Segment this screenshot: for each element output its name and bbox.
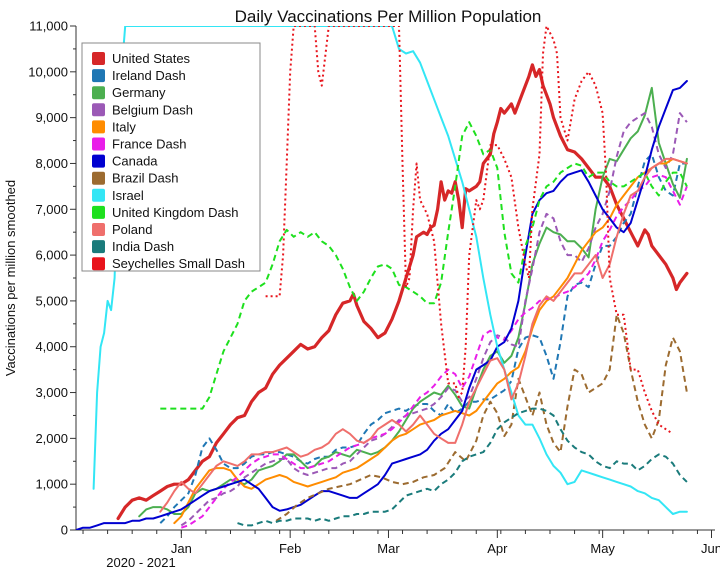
series-line — [180, 112, 688, 527]
legend-swatch — [92, 223, 105, 236]
x-tick-label: May — [590, 541, 615, 556]
y-tick-label: 2,000 — [35, 431, 68, 446]
legend-label: United Kingdom Dash — [112, 205, 238, 220]
series-line — [159, 153, 687, 524]
y-tick-label: 7,000 — [35, 202, 68, 217]
legend-swatch — [92, 257, 105, 271]
series-line — [237, 407, 688, 527]
legend-label: Israel — [112, 188, 144, 203]
legend-swatch — [92, 120, 105, 134]
series-line — [160, 121, 688, 410]
legend-swatch — [92, 171, 105, 185]
legend-swatch — [92, 86, 105, 100]
legend-swatch — [92, 240, 105, 254]
legend-label: United States — [112, 51, 191, 66]
series-line — [180, 173, 688, 529]
x-tick-label: Jan — [171, 541, 192, 556]
y-tick-label: 11,000 — [29, 19, 68, 34]
legend-label: France Dash — [112, 137, 186, 152]
y-tick-label: 5,000 — [35, 293, 68, 308]
y-tick-label: 3,000 — [35, 385, 68, 400]
series-line — [265, 26, 674, 435]
legend-swatch — [92, 188, 105, 202]
x-tick-label: Apr — [487, 541, 508, 556]
legend-label: Poland — [112, 222, 152, 237]
legend-label: Brazil Dash — [112, 171, 178, 186]
x-tick-label: Jun — [701, 541, 720, 556]
legend-box — [81, 42, 261, 272]
series-line — [159, 157, 688, 513]
legend-swatch — [92, 103, 105, 117]
legend-swatch — [92, 205, 105, 219]
x-axis-label: 2020 - 2021 — [106, 555, 175, 570]
y-tick-label: 9,000 — [35, 110, 68, 125]
legend-label: Germany — [112, 85, 166, 100]
legend-label: Italy — [112, 119, 136, 134]
y-tick-label: 8,000 — [35, 156, 68, 171]
series-line — [275, 313, 688, 522]
legend-swatch — [92, 69, 105, 83]
legend-swatch — [92, 154, 105, 168]
legend-label: India Dash — [112, 239, 174, 254]
series-line — [116, 63, 689, 521]
y-tick-label: 4,000 — [35, 339, 68, 354]
y-tick-label: 1,000 — [35, 477, 68, 492]
legend-label: Belgium Dash — [112, 102, 193, 117]
y-axis-label: Vaccinations per million smoothed — [3, 180, 18, 376]
legend: United States Ireland Dash Germany Belgium … — [81, 42, 261, 272]
series-line — [76, 80, 688, 530]
series-line — [138, 86, 688, 518]
series-line — [92, 26, 688, 515]
legend-label: Seychelles Small Dash — [112, 256, 245, 271]
x-axis-ticks: Jan Feb Mar Apr May Jun — [82, 530, 720, 556]
y-axis-ticks: 0 1,000 2,000 3,000 4,000 5,000 6,000 7,000 8,00… — [28, 19, 76, 538]
y-tick-label: 6,000 — [35, 248, 68, 263]
chart-title: Daily Vaccinations Per Million Populatio… — [235, 7, 542, 26]
legend-swatch — [92, 137, 105, 151]
legend-label: Ireland Dash — [112, 68, 186, 83]
x-tick-label: Mar — [377, 541, 400, 556]
legend-label: Canada — [112, 154, 158, 169]
legend-swatch — [92, 52, 105, 65]
x-tick-label: Feb — [279, 541, 301, 556]
y-tick-label: 0 — [61, 523, 68, 538]
series-layer — [76, 26, 689, 530]
y-tick-label: 10,000 — [28, 64, 68, 79]
series-line — [173, 157, 688, 525]
